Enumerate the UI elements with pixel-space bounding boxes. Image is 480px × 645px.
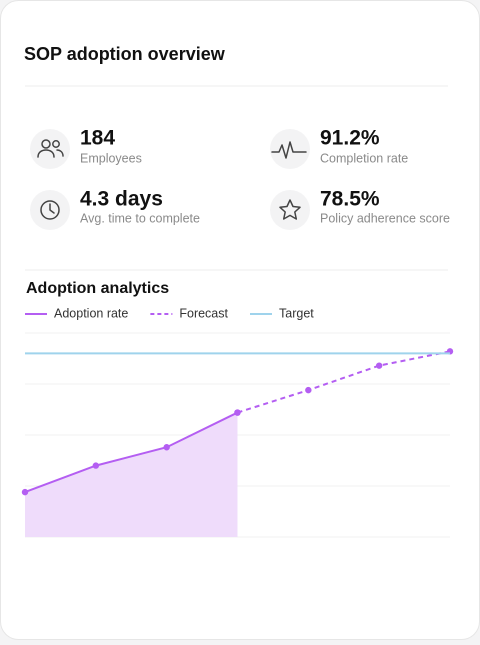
- point: [375, 362, 383, 369]
- stat-value: 91.2%: [320, 127, 380, 150]
- pulse-icon: [271, 141, 307, 159]
- legend-label: Adoption rate: [54, 306, 128, 320]
- line: [24, 411, 238, 494]
- stat-label: Completion rate: [320, 151, 408, 165]
- point: [163, 444, 170, 451]
- clock-icon: [40, 200, 60, 220]
- stat-label: Policy adherence score: [320, 211, 450, 225]
- stat-icon-bg: [270, 190, 310, 230]
- area: [25, 412, 238, 537]
- stat-icon-bg: [270, 129, 310, 169]
- point: [234, 409, 241, 416]
- stat-value: 4.3 days: [80, 188, 163, 211]
- point: [92, 462, 100, 469]
- plot: [21, 332, 454, 538]
- chart-title: Adoption analytics: [26, 280, 169, 297]
- stat-value: 184: [80, 127, 115, 150]
- legend-label: Target: [279, 306, 314, 320]
- stat-value: 78.5%: [320, 188, 380, 211]
- star-icon: [279, 199, 301, 220]
- line: [237, 350, 451, 414]
- card-title: SOP adoption overview: [24, 44, 226, 64]
- legend-label: Forecast: [179, 306, 228, 320]
- point: [21, 488, 29, 496]
- point: [305, 386, 312, 394]
- stat-label: Avg. time to complete: [80, 211, 200, 225]
- stat-icon-bg: [30, 129, 70, 169]
- stat-label: Employees: [80, 151, 142, 165]
- people-icon: [37, 139, 64, 158]
